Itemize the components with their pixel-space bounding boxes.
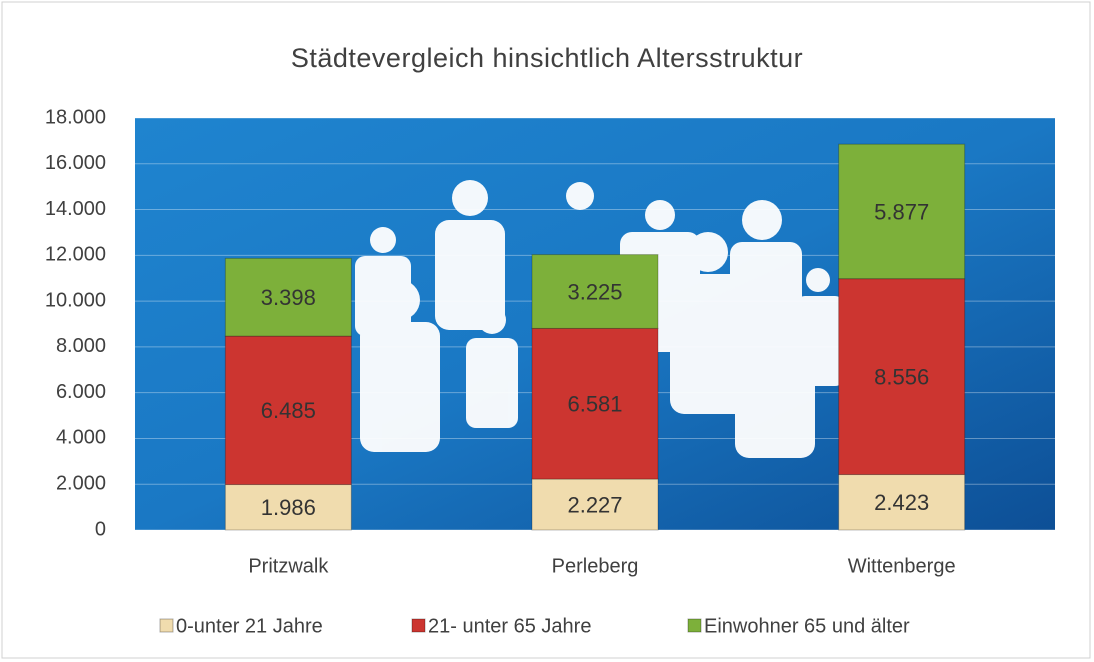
x-tick-label: Wittenberge	[848, 555, 956, 577]
legend-label: 0-unter 21 Jahre	[176, 615, 323, 637]
y-tick-label: 2.000	[56, 473, 106, 495]
y-tick-label: 8.000	[56, 335, 106, 357]
legend-swatch	[412, 619, 425, 632]
y-tick-label: 10.000	[45, 289, 106, 311]
y-tick-label: 0	[95, 518, 106, 540]
y-tick-label: 6.000	[56, 381, 106, 403]
chart: Städtevergleich hinsichtlich Altersstruk…	[0, 0, 1094, 662]
data-label: 2.227	[567, 492, 622, 517]
legend-label: 21- unter 65 Jahre	[428, 615, 591, 637]
legend-label: Einwohner 65 und älter	[704, 615, 910, 637]
x-tick-label: Pritzwalk	[248, 555, 329, 577]
data-label: 6.485	[261, 398, 316, 423]
data-label: 5.877	[874, 199, 929, 224]
legend-swatch	[160, 619, 173, 632]
data-label: 6.581	[567, 392, 622, 417]
y-tick-label: 16.000	[45, 152, 106, 174]
data-label: 1.986	[261, 495, 316, 520]
y-tick-label: 18.000	[45, 106, 106, 128]
y-tick-label: 14.000	[45, 198, 106, 220]
data-label: 8.556	[874, 364, 929, 389]
chart-title: Städtevergleich hinsichtlich Altersstruk…	[291, 43, 803, 73]
y-tick-label: 12.000	[45, 244, 106, 266]
x-tick-label: Perleberg	[552, 555, 639, 577]
data-label: 2.423	[874, 490, 929, 515]
data-label: 3.398	[261, 285, 316, 310]
legend-swatch	[688, 619, 701, 632]
y-tick-label: 4.000	[56, 427, 106, 449]
data-label: 3.225	[567, 279, 622, 304]
